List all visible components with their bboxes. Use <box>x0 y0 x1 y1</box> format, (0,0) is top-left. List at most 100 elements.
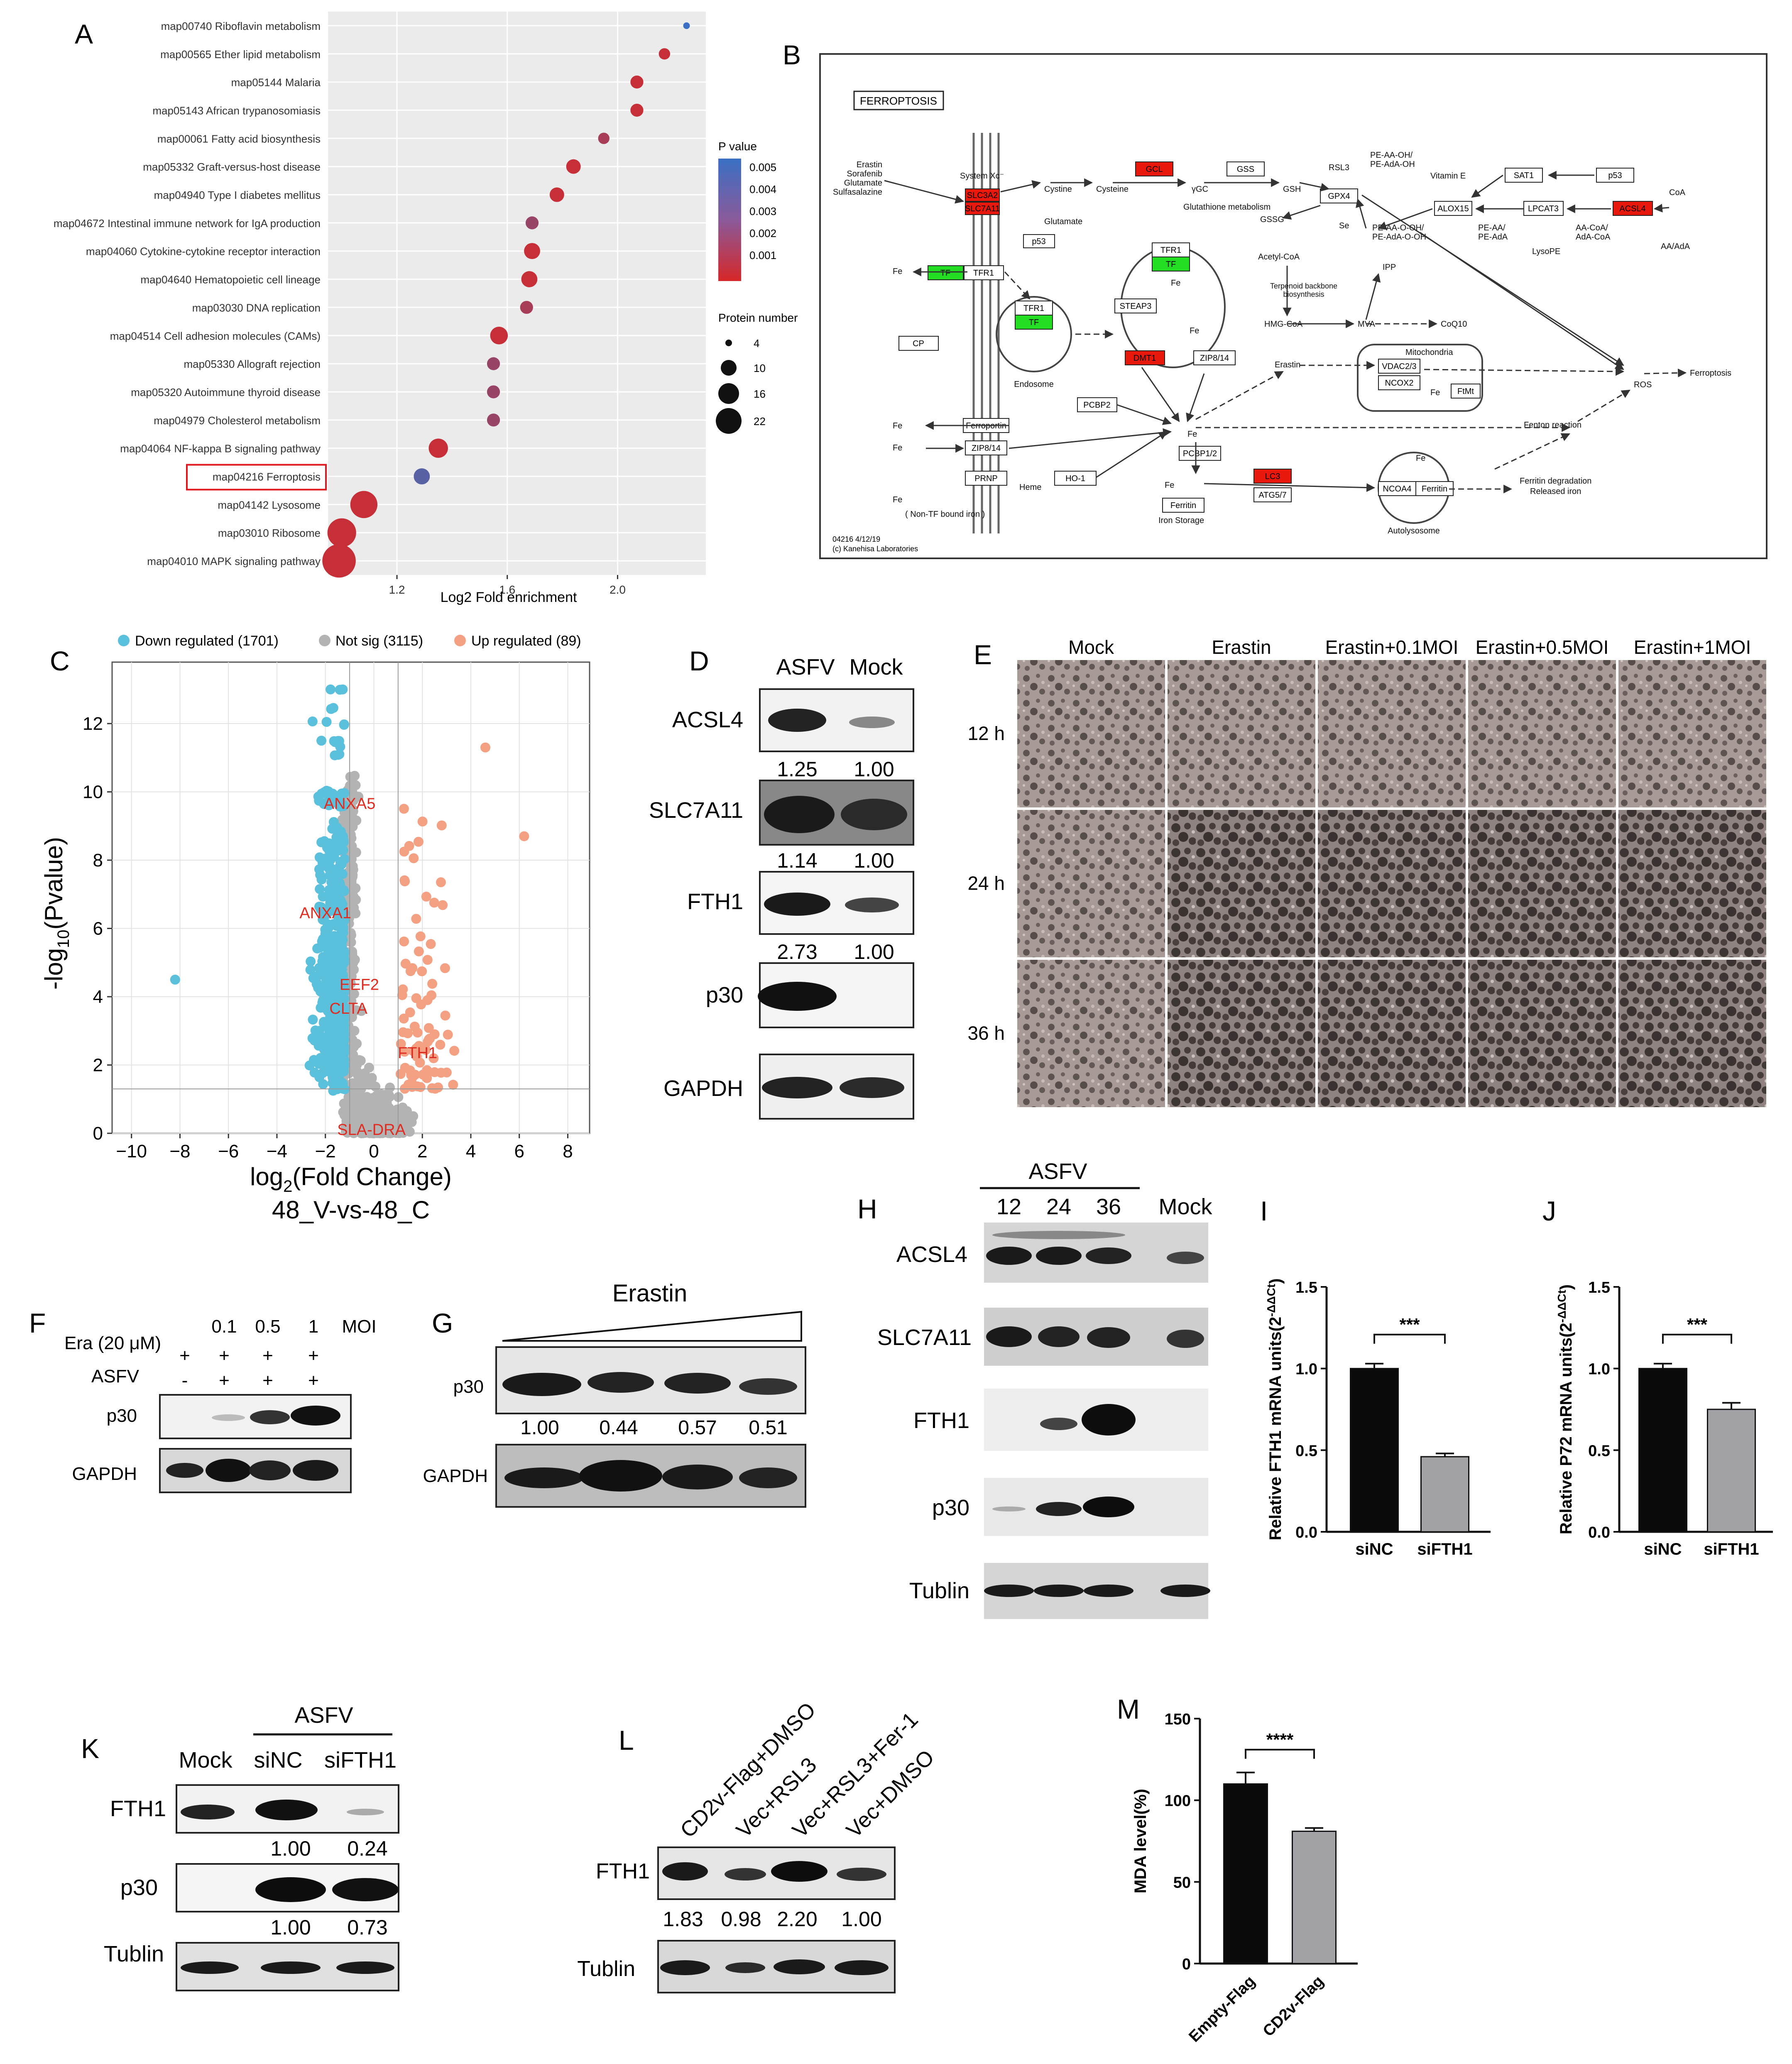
y-axis-label: Relative P72 mRNA units(2-ΔΔCt) <box>1555 1284 1575 1534</box>
gene-box-ferritin-2 <box>1415 481 1454 496</box>
plot-background <box>328 12 706 575</box>
panel-label-h: H <box>857 1193 877 1224</box>
pathway-label: map03010 Ribosome <box>218 527 321 539</box>
volcano-point <box>337 919 348 929</box>
x-tick-label: −6 <box>218 1141 239 1162</box>
pathway-dot <box>487 413 500 427</box>
volcano-xlabel: log2(Fold Change) <box>250 1163 452 1196</box>
blot-band <box>771 1861 827 1882</box>
gene-annotation: CLTA <box>329 1000 367 1017</box>
iron-label: Fe <box>1165 481 1174 490</box>
bar-chart-j: 0.0 0.5 1.0 1.5 siNC siFTH1 *** Relative P72 mR… <box>1555 1279 1773 1558</box>
gene-label: TF <box>1029 318 1039 327</box>
blot-band <box>336 1961 394 1974</box>
gene-label: LPCAT3 <box>1528 204 1559 213</box>
x-tick-label: 0 <box>369 1141 379 1162</box>
pathway-label: map04672 Intestinal immune network for I… <box>54 217 321 230</box>
blot-band <box>291 1406 340 1426</box>
volcano-point <box>384 1090 394 1100</box>
volcano-point <box>340 1008 350 1018</box>
compound-label: Sorafenib <box>847 169 882 179</box>
quant-value: 0.24 <box>347 1837 387 1860</box>
compound-label: LysoPE <box>1532 247 1560 256</box>
gene-box-tfr1 <box>964 265 1004 280</box>
lane-label: Mock <box>1158 1194 1212 1219</box>
volcano-point <box>416 999 426 1010</box>
volcano-point <box>331 1075 342 1086</box>
compound-label: γGC <box>1192 185 1208 194</box>
volcano-point <box>399 804 409 814</box>
compound-label: HMG-CoA <box>1264 320 1303 329</box>
y-tick-label: 1.5 <box>1588 1279 1610 1296</box>
size-legend-label: 10 <box>754 362 766 374</box>
volcano-point <box>443 1030 453 1040</box>
iron-label: Fe <box>893 495 902 504</box>
gene-label: TFR1 <box>973 269 994 278</box>
gene-label: VDAC2/3 <box>1382 362 1416 371</box>
y-label-text: Relative FTH1 mRNA units(2 <box>1266 1317 1285 1541</box>
row-label: ACSL4 <box>672 707 743 732</box>
compound-label: AA/AdA <box>1661 242 1690 251</box>
compound-label: Fenton reaction <box>1524 421 1581 430</box>
gene-box-lpcat3 <box>1523 201 1564 216</box>
pathway-label: map05330 Allograft rejection <box>184 358 321 370</box>
y-tick-label: 0.0 <box>1295 1524 1317 1541</box>
volcano-point <box>519 831 529 841</box>
compound-label: Cysteine <box>1096 185 1129 194</box>
x-tick-label: −4 <box>267 1141 287 1162</box>
row-label: GAPDH <box>663 1076 743 1101</box>
blot-f: 0.1 0.5 1 MOI Era (20 μM) + + + + ASFV -… <box>64 1316 377 1493</box>
category-label: siFTH1 <box>1417 1540 1472 1558</box>
volcano-point <box>338 836 349 847</box>
sign: + <box>308 1370 319 1391</box>
blot-band <box>986 1326 1032 1347</box>
blot-band <box>181 1805 235 1819</box>
micrograph-tile <box>1168 810 1315 957</box>
gene-label: TFR1 <box>1160 246 1181 255</box>
pvalue-colorbar <box>718 159 741 281</box>
gene-box-p53 <box>1596 168 1634 183</box>
legend-dot-up <box>454 635 466 646</box>
pathway-dot <box>630 103 644 117</box>
blot-band <box>992 1506 1026 1511</box>
micrograph-tile <box>1318 810 1466 957</box>
blot-band <box>1034 1585 1084 1597</box>
y-tick-label: 150 <box>1165 1711 1191 1728</box>
gene-box-tfr1-c <box>1152 242 1190 257</box>
lane-label: ASFV <box>776 655 835 680</box>
compound-label: Glutamate <box>1044 217 1082 226</box>
significance-bracket <box>1245 1749 1315 1759</box>
quant-value: 1.00 <box>270 1916 311 1939</box>
volcano-point <box>336 859 347 870</box>
volcano-point <box>373 1098 383 1108</box>
volcano-point <box>480 742 490 753</box>
blot-band <box>837 1868 886 1881</box>
kegg-footer: (c) Kanehisa Laboratories <box>832 545 918 553</box>
volcano-point <box>320 924 330 935</box>
panel-label-j: J <box>1542 1196 1556 1226</box>
blot-band <box>768 709 826 732</box>
gene-annotation: EEF2 <box>340 976 379 994</box>
volcano-point <box>334 736 344 746</box>
volcano-point <box>318 915 328 925</box>
volcano-point <box>365 1124 376 1134</box>
gene-label: PCBP1/2 <box>1183 449 1217 458</box>
blot-band <box>206 1459 251 1482</box>
gene-box-p53-b <box>1023 234 1055 248</box>
cell-micrograph-grid: Mock Erastin Erastin+0.1MOI Erastin+0.5MOI E… <box>967 636 1766 1107</box>
time-label: 24 h <box>967 873 1005 894</box>
pvalue-tick: 0.002 <box>749 227 776 240</box>
pathway-dot <box>322 544 356 578</box>
y-tick-label: 0.5 <box>1588 1442 1610 1460</box>
volcano-point <box>305 965 316 975</box>
pathway-dot <box>327 518 356 547</box>
volcano-point <box>307 716 318 726</box>
compound-label: Erastin <box>1275 360 1300 369</box>
gene-box-slc7a11 <box>965 202 1000 215</box>
volcano-ylabel: -log10(Pvalue) <box>40 837 73 990</box>
gene-box-cp <box>898 336 939 351</box>
micrograph-tile <box>1468 810 1616 957</box>
y-tick-label: 0 <box>1182 1956 1191 1973</box>
gene-annotation: ANXA5 <box>324 795 376 813</box>
compound-label: Se <box>1339 221 1349 230</box>
